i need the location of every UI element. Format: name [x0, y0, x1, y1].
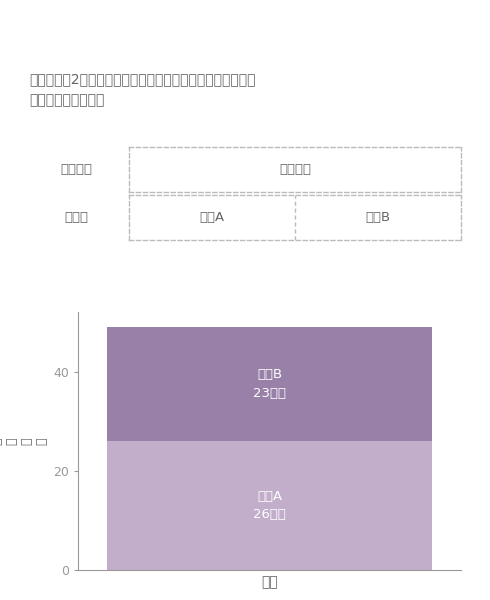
X-axis label: 箇所: 箇所	[261, 575, 278, 590]
Text: 発注方法: 発注方法	[61, 163, 93, 176]
Text: 既存A: 既存A	[199, 211, 224, 224]
Bar	[107, 441, 432, 570]
Text: 施策実施前: 施策実施前	[210, 24, 280, 48]
Text: 既存B
23箇所: 既存B 23箇所	[253, 368, 286, 400]
Text: 随意発注: 随意発注	[279, 163, 311, 176]
Text: 既存A
26箇所: 既存A 26箇所	[253, 490, 286, 521]
Bar	[107, 327, 432, 441]
Text: 既存B: 既存B	[365, 211, 391, 224]
Text: 既存取引先2社への随意契約で発注しており、競争環境が成
立していなかった。: 既存取引先2社への随意契約で発注しており、競争環境が成 立していなかった。	[29, 72, 256, 107]
Y-axis label: ２
エ
リ
ア: ２ エ リ ア	[0, 437, 48, 445]
Text: 取引先: 取引先	[65, 211, 89, 224]
